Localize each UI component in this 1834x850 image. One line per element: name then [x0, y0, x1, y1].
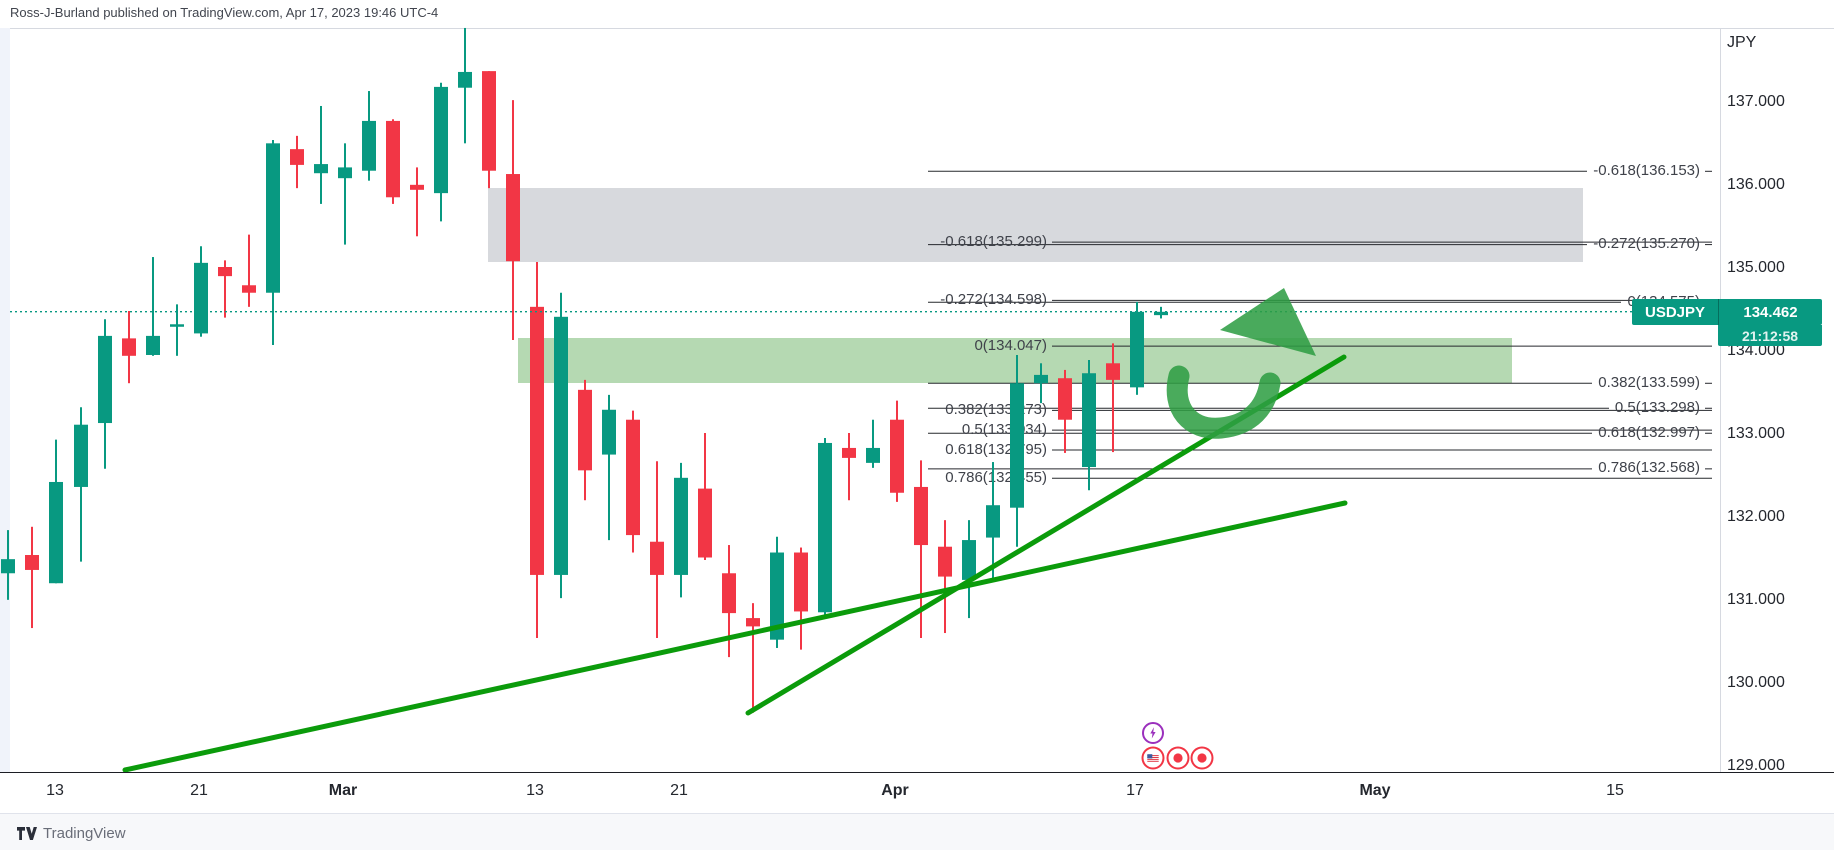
time-axis-label: 13 [46, 782, 64, 799]
candle-body [986, 505, 1000, 538]
candle-body [626, 419, 640, 536]
candle-body [674, 477, 688, 575]
bullish-curved-arrow[interactable] [1166, 288, 1316, 439]
time-axis-label: 15 [1606, 782, 1624, 799]
arrow-head [1220, 288, 1316, 356]
us-flag-icon[interactable] [1141, 746, 1165, 770]
candle-body [1058, 378, 1072, 420]
plot-top-border [10, 28, 1834, 29]
event-dot-icon[interactable] [1166, 746, 1190, 770]
candle-body [650, 541, 664, 575]
candle-body [938, 546, 952, 577]
candle-body [170, 324, 184, 327]
long-ascending-trendline[interactable] [122, 500, 1348, 773]
time-axis-label: 13 [526, 782, 544, 799]
time-axis-label: 21 [670, 782, 688, 799]
candle-body [1130, 311, 1144, 388]
candle-body [482, 71, 496, 171]
candle-body [338, 167, 352, 179]
candle-body [1082, 373, 1096, 468]
candle-body [434, 86, 448, 194]
candle-body [98, 335, 112, 424]
candle-body [914, 486, 928, 546]
time-axis-label: 21 [190, 782, 208, 799]
candle-body [698, 488, 712, 558]
candle-body [362, 120, 376, 171]
candle-body [794, 552, 808, 612]
candle-body [842, 447, 856, 458]
candle-body [506, 174, 520, 262]
candle-body [290, 149, 304, 165]
left-margin-strip [0, 28, 10, 772]
time-axis[interactable]: 13 21 Mar 13 21 Apr 17 May 15 [0, 772, 1834, 814]
candle-body [194, 262, 208, 334]
candle-body [578, 389, 592, 471]
tradingview-logo-text: TradingView [43, 824, 126, 842]
candle-body [146, 335, 160, 355]
time-axis-label: Apr [881, 782, 909, 799]
candle-body [746, 618, 760, 627]
arrow-tail [1166, 365, 1281, 439]
candle-body [866, 447, 880, 463]
support-zone-green [518, 338, 1512, 383]
candle-body [242, 285, 256, 293]
candle-body [25, 555, 39, 570]
candle-body [218, 267, 232, 277]
candle-body [602, 409, 616, 455]
candle-body [410, 184, 424, 190]
candle-body [1106, 363, 1120, 380]
candle-body [74, 424, 88, 487]
candle-body [458, 71, 472, 88]
candle-body [1154, 311, 1168, 316]
resistance-zone-gray [488, 188, 1583, 262]
candle-body [722, 573, 736, 614]
candle-body [386, 120, 400, 198]
candle-body [314, 164, 328, 174]
time-axis-label: 17 [1126, 782, 1144, 799]
price-axis[interactable] [1720, 28, 1834, 772]
candle-body [49, 481, 63, 584]
time-axis-label: Mar [328, 782, 358, 799]
candle-body [1, 559, 15, 574]
candle-body [266, 143, 280, 293]
candle-body [554, 316, 568, 575]
candle-body [530, 306, 544, 575]
candle-body [122, 338, 136, 356]
footer-row: TradingView [0, 813, 1834, 850]
candle-body [962, 540, 976, 580]
candle-body [1034, 374, 1048, 384]
candle-body [890, 419, 904, 493]
attribution-text: Ross-J-Burland published on TradingView.… [10, 5, 439, 20]
tradingview-logo-icon [17, 826, 37, 840]
tradingview-logo[interactable]: TradingView [16, 825, 126, 842]
candle-body [818, 442, 832, 613]
candle-body [770, 552, 784, 640]
lightning-icon[interactable] [1141, 721, 1165, 745]
candle-body [1010, 383, 1024, 508]
event-dot-icon[interactable] [1190, 746, 1214, 770]
time-axis-label: May [1359, 782, 1391, 799]
